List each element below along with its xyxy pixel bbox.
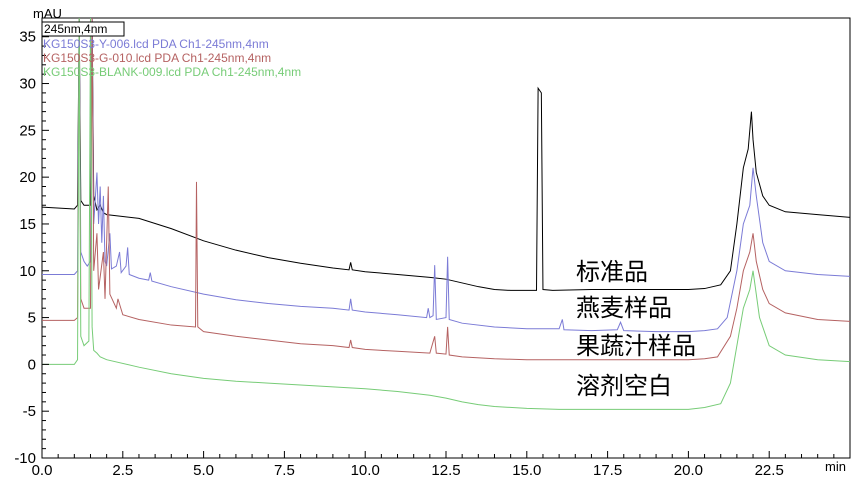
channel-box <box>41 21 125 37</box>
y-tick-label: 5 <box>28 310 36 327</box>
y-tick-label: 0 <box>28 356 36 373</box>
x-tick-label: 20.0 <box>674 462 703 479</box>
x-tick-label: 10.0 <box>351 462 380 479</box>
y-tick-label: -5 <box>23 403 36 420</box>
annotation-standard: 标准品 <box>576 258 648 286</box>
x-tick-label: 15.0 <box>512 462 541 479</box>
plot-frame <box>41 17 851 459</box>
y-tick-label: 20 <box>19 169 36 186</box>
x-unit-label: min <box>825 459 846 474</box>
annotation-juice-sample: 果蔬汁样品 <box>576 332 696 360</box>
x-tick-label: 12.5 <box>431 462 460 479</box>
series-line-3 <box>42 18 850 410</box>
series-line-1 <box>42 18 850 333</box>
legend-entry-blank009: KG150S3-BLANK-009.lcd PDA Ch1-245nm,4nm <box>43 65 301 79</box>
x-tick-label: 2.5 <box>112 462 133 479</box>
y-tick-label: -10 <box>14 450 36 467</box>
annotation-solvent-blank: 溶剂空白 <box>576 372 672 400</box>
series-line-2 <box>42 18 850 361</box>
series-line-0 <box>42 18 850 291</box>
x-tick-label: 5.0 <box>193 462 214 479</box>
y-tick-label: 35 <box>19 29 36 46</box>
x-tick-label: 17.5 <box>593 462 622 479</box>
axes-layer: 0.0 2.5 5.0 7.5 10.0 12.5 15.0 17.5 20.0 22.5 -10 -… <box>14 17 851 479</box>
x-tick-label: 22.5 <box>755 462 784 479</box>
x-tick-label: 0.0 <box>32 462 53 479</box>
legend-entry-y006: KG150S3-Y-006.lcd PDA Ch1-245nm,4nm <box>43 37 269 51</box>
legend-entry-g010: KG150S3-G-010.lcd PDA Ch1-245nm,4nm <box>43 51 271 65</box>
y-tick-label: 10 <box>19 263 36 280</box>
plot-border <box>41 17 851 459</box>
series-layer <box>42 18 850 410</box>
y-tick-label: 25 <box>19 122 36 139</box>
y-unit-label: mAU <box>33 6 62 21</box>
x-tick-label: 7.5 <box>274 462 295 479</box>
y-tick-label: 30 <box>19 76 36 93</box>
y-tick-label: 15 <box>19 216 36 233</box>
annotation-oat-sample: 燕麦样品 <box>576 294 672 322</box>
channel-box-label: 245nm,4nm <box>44 22 107 36</box>
